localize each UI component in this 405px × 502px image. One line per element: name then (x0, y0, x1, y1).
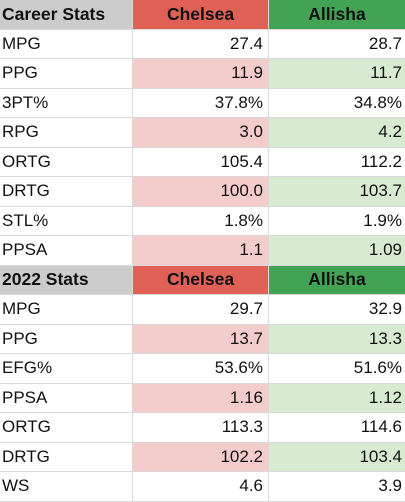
stats-2022-row-mpg: MPG 29.7 32.9 (0, 295, 405, 325)
stats-2022-title[interactable]: 2022 Stats (0, 265, 133, 294)
chelsea-value[interactable]: 53.6% (133, 354, 269, 383)
stat-label[interactable]: MPG (0, 295, 133, 324)
career-row-rpg: RPG 3.0 4.2 (0, 118, 405, 148)
stat-label[interactable]: PPG (0, 324, 133, 353)
chelsea-value[interactable]: 3.0 (133, 118, 269, 147)
career-row-ppsa: PPSA 1.1 1.09 (0, 236, 405, 266)
career-row-ppg: PPG 11.9 11.7 (0, 59, 405, 89)
allisha-value[interactable]: 1.9% (363, 210, 402, 230)
stat-label[interactable]: STL% (0, 206, 133, 235)
stat-label[interactable]: MPG (0, 29, 133, 58)
stat-label[interactable]: ORTG (0, 147, 133, 176)
stats-2022-row-ppsa: PPSA 1.16 1.12 (0, 383, 405, 413)
stats-2022-header-row: 2022 Stats Chelsea Allisha (0, 265, 405, 295)
allisha-value[interactable]: 1.09 (269, 236, 405, 265)
stats-2022-row-ortg: ORTG 113.3 114.6 (0, 413, 405, 443)
stat-label[interactable]: PPSA (0, 236, 133, 265)
stat-label[interactable]: ORTG (0, 413, 133, 442)
allisha-value[interactable]: 28.7 (368, 33, 402, 53)
stat-label[interactable]: PPG (0, 59, 133, 88)
career-stats-title[interactable]: Career Stats (0, 0, 133, 29)
allisha-value[interactable]: 103.7 (269, 177, 405, 206)
allisha-value[interactable]: 34.8% (353, 92, 402, 112)
stats-2022-allisha-header[interactable]: Allisha (269, 265, 405, 294)
career-header-row: Career Stats Chelsea Allisha (0, 0, 405, 30)
career-row-stl: STL% 1.8% 1.9% (0, 206, 405, 236)
allisha-value[interactable]: 51.6% (353, 358, 402, 378)
stats-2022-table: 2022 Stats Chelsea Allisha MPG 29.7 32.9… (0, 265, 405, 502)
career-row-drtg: DRTG 100.0 103.7 (0, 177, 405, 207)
career-chelsea-header[interactable]: Chelsea (133, 0, 269, 29)
career-stats-table: Career Stats Chelsea Allisha MPG 27.4 28… (0, 0, 405, 266)
chelsea-value[interactable]: 37.8% (133, 88, 269, 117)
chelsea-value[interactable]: 29.7 (133, 295, 269, 324)
career-row-ortg: ORTG 105.4 112.2 (0, 147, 405, 177)
allisha-value[interactable]: 1.12 (269, 383, 405, 412)
stat-label[interactable]: EFG% (0, 354, 133, 383)
allisha-value[interactable]: 4.2 (269, 118, 405, 147)
stat-label[interactable]: WS (0, 472, 133, 501)
stats-2022-chelsea-header[interactable]: Chelsea (133, 265, 269, 294)
career-row-mpg: MPG 27.4 28.7 (0, 29, 405, 59)
stats-2022-row-drtg: DRTG 102.2 103.4 (0, 442, 405, 472)
chelsea-value[interactable]: 4.6 (133, 472, 269, 501)
stat-label[interactable]: 3PT% (0, 88, 133, 117)
stat-label[interactable]: PPSA (0, 383, 133, 412)
stat-label[interactable]: RPG (0, 118, 133, 147)
allisha-value[interactable]: 11.7 (269, 59, 405, 88)
career-row-3pt: 3PT% 37.8% 34.8% (0, 88, 405, 118)
chelsea-value[interactable]: 113.3 (133, 413, 269, 442)
stats-2022-row-ws: WS 4.6 3.9 (0, 472, 405, 502)
chelsea-value[interactable]: 1.8% (133, 206, 269, 235)
chelsea-value[interactable]: 1.1 (133, 236, 269, 265)
allisha-value[interactable]: 103.4 (269, 442, 405, 471)
chelsea-value[interactable]: 100.0 (133, 177, 269, 206)
allisha-value[interactable]: 13.3 (269, 324, 405, 353)
stats-2022-row-efg: EFG% 53.6% 51.6% (0, 354, 405, 384)
stat-label[interactable]: DRTG (0, 442, 133, 471)
chelsea-value[interactable]: 13.7 (133, 324, 269, 353)
chelsea-value[interactable]: 102.2 (133, 442, 269, 471)
chelsea-value[interactable]: 11.9 (133, 59, 269, 88)
allisha-value[interactable]: 32.9 (368, 299, 402, 319)
stat-label[interactable]: DRTG (0, 177, 133, 206)
chelsea-value[interactable]: 105.4 (133, 147, 269, 176)
allisha-value[interactable]: 112.2 (360, 151, 402, 171)
stats-2022-row-ppg: PPG 13.7 13.3 (0, 324, 405, 354)
chelsea-value[interactable]: 27.4 (133, 29, 269, 58)
allisha-value[interactable]: 3.9 (378, 476, 402, 496)
chelsea-value[interactable]: 1.16 (133, 383, 269, 412)
allisha-value[interactable]: 114.6 (360, 417, 402, 437)
career-allisha-header[interactable]: Allisha (269, 0, 405, 29)
